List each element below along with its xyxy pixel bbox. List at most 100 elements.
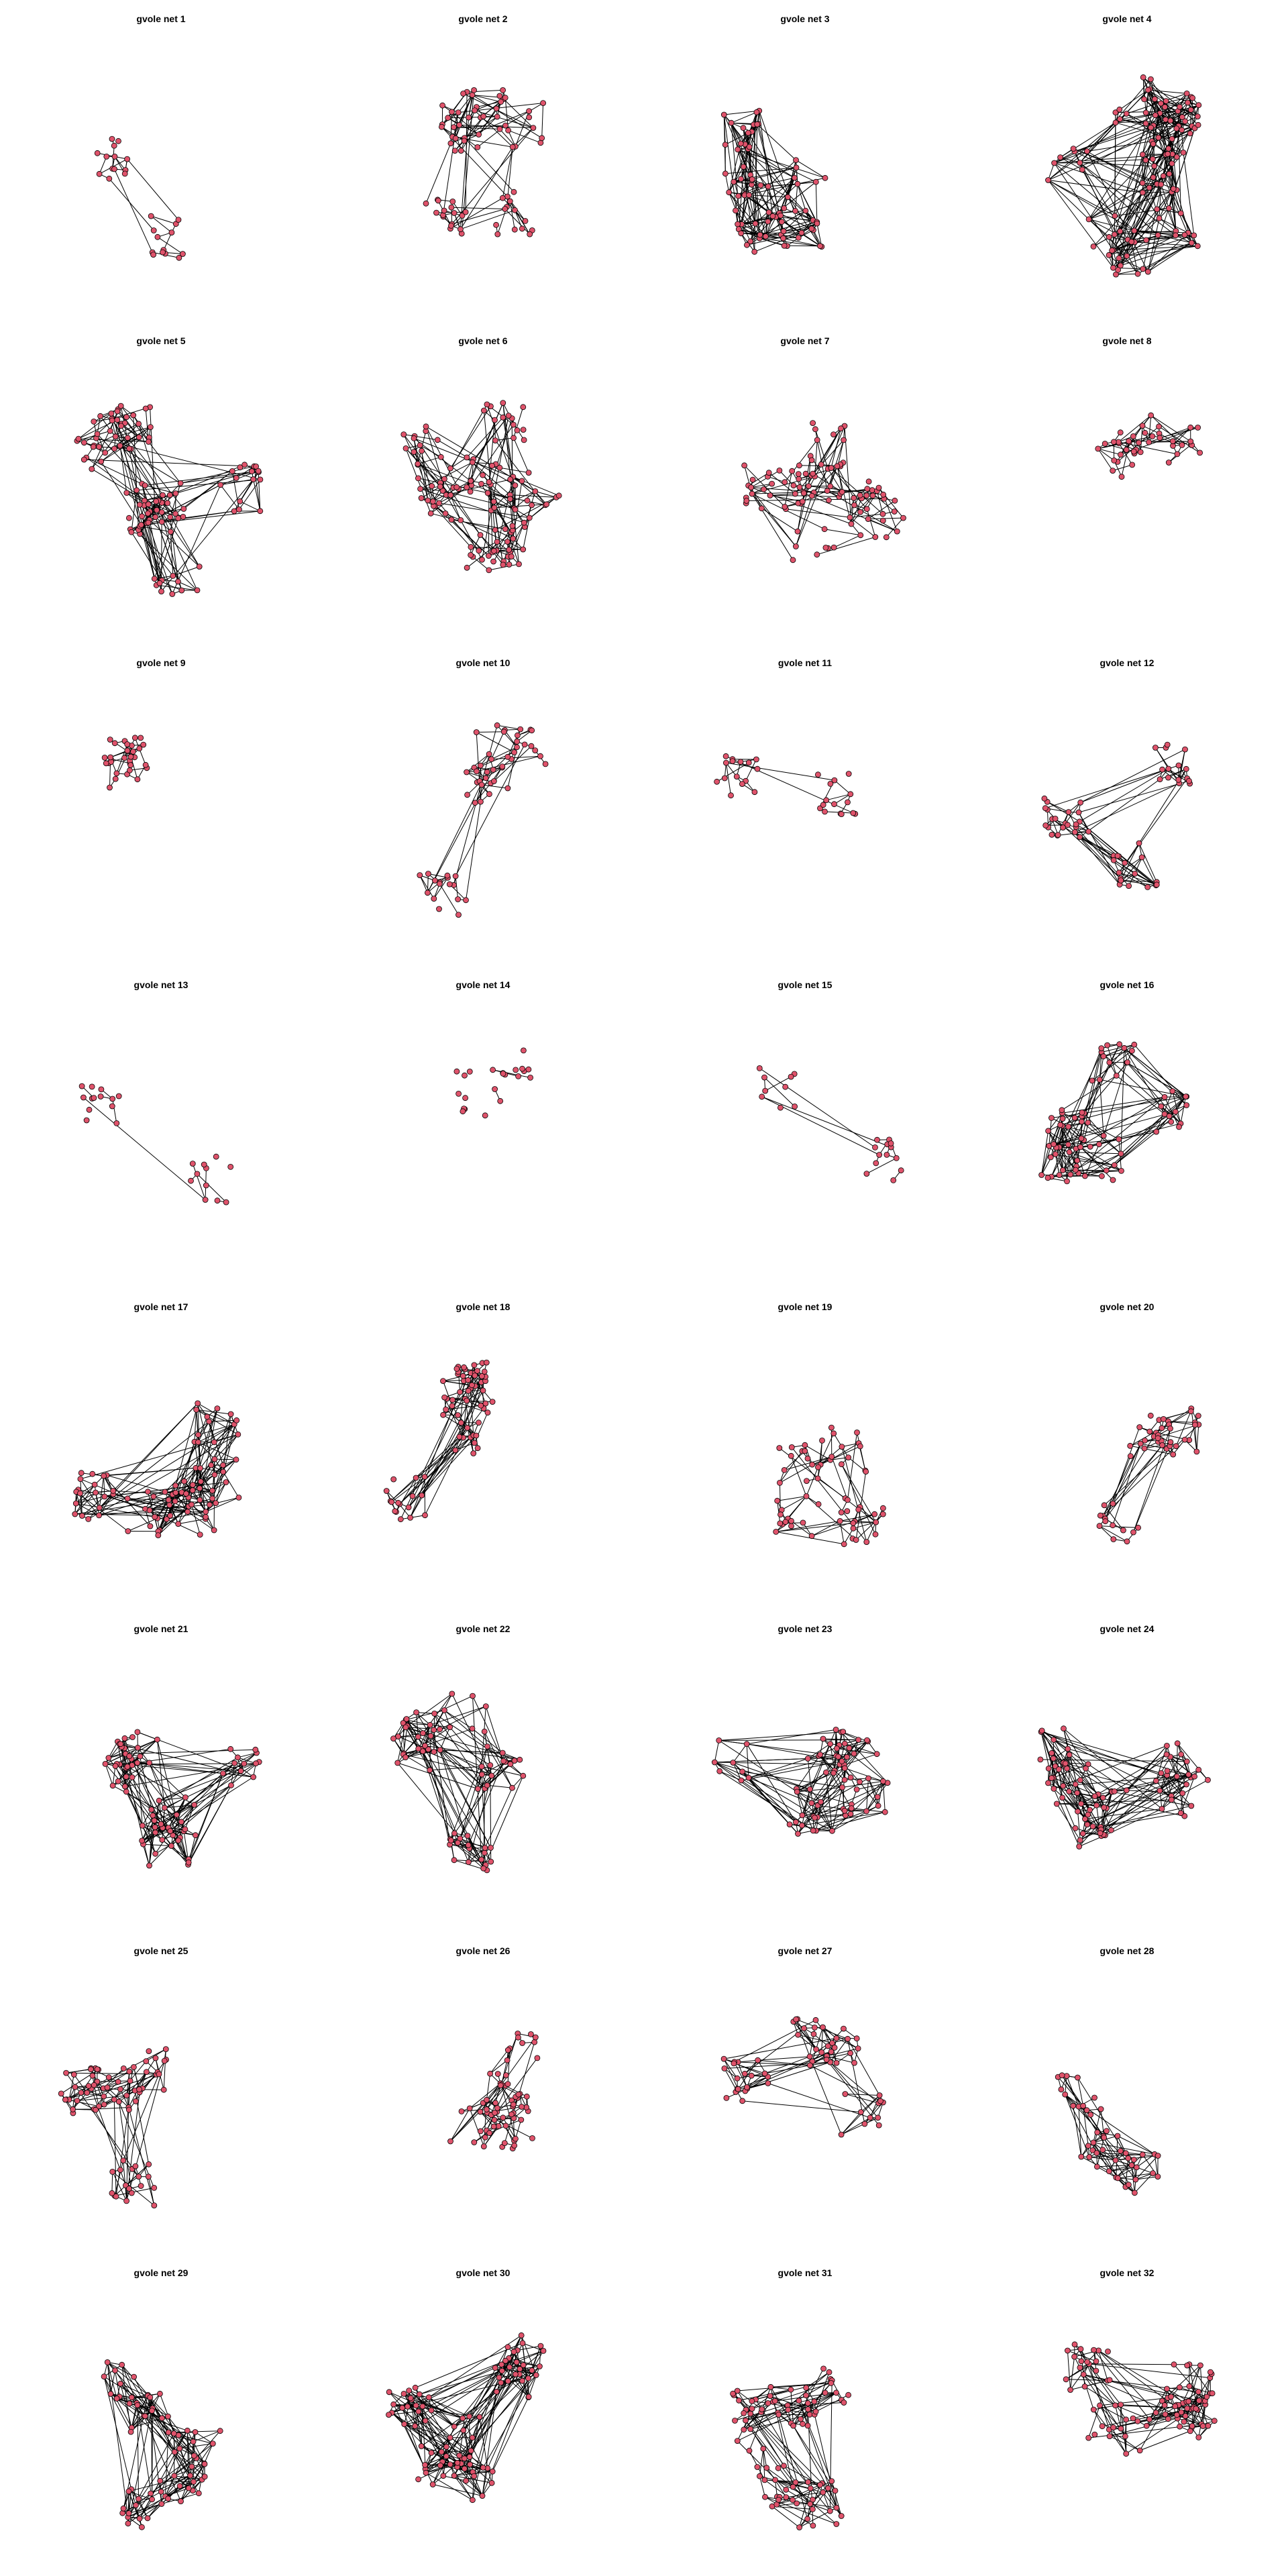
network-node	[1149, 156, 1156, 162]
network-plot	[101, 735, 150, 791]
network-edge	[170, 517, 178, 582]
network-edge	[837, 466, 855, 498]
network-node	[1129, 462, 1136, 468]
network-node	[1106, 233, 1112, 240]
network-node	[464, 769, 470, 775]
network-node	[124, 741, 131, 747]
network-node	[415, 1746, 422, 1752]
network-node	[407, 1514, 414, 1521]
network-edge	[830, 1442, 859, 1460]
network-edge	[851, 498, 862, 525]
network-edge	[742, 1771, 818, 1818]
network-edge	[466, 1400, 493, 1403]
node-group	[773, 1424, 886, 1548]
network-panel: gvole net 5	[0, 322, 322, 644]
network-node	[415, 475, 421, 482]
network-node	[166, 1502, 173, 1509]
network-edge	[1067, 1748, 1088, 1825]
network-node	[543, 501, 550, 508]
network-edge	[1053, 1788, 1080, 1847]
network-edge	[754, 124, 758, 252]
network-node	[1157, 776, 1163, 783]
network-edge	[170, 531, 174, 576]
network-node	[1195, 1766, 1202, 1773]
network-node	[1118, 877, 1124, 883]
network-edge	[1061, 1075, 1117, 1111]
panel-title: gvole net 21	[133, 1623, 189, 1634]
network-edge	[1051, 1048, 1102, 1177]
network-edge	[1053, 1739, 1112, 1792]
network-edge	[124, 1786, 156, 1854]
network-node	[804, 1455, 811, 1462]
network-node	[511, 1758, 518, 1764]
network-edge	[775, 1520, 841, 1532]
network-node	[1176, 1124, 1182, 1130]
network-node	[869, 487, 875, 494]
network-node	[115, 1778, 121, 1784]
network-node	[1122, 859, 1128, 866]
network-edge	[747, 148, 795, 178]
network-node	[449, 198, 456, 205]
network-node	[726, 189, 733, 196]
network-node	[227, 1746, 234, 1752]
network-edge	[1085, 1768, 1112, 1831]
network-node	[449, 1690, 455, 1697]
network-node	[1057, 1122, 1064, 1128]
network-node	[108, 410, 115, 417]
network-edge	[1163, 125, 1179, 176]
network-node	[502, 95, 508, 101]
network-node	[468, 478, 474, 484]
network-node	[477, 532, 484, 538]
network-edge	[1128, 235, 1176, 240]
network-edge	[784, 471, 793, 507]
network-node	[788, 1517, 794, 1524]
network-node	[466, 114, 472, 121]
network-edge	[820, 1801, 833, 1831]
network-node	[489, 462, 495, 469]
network-node	[126, 445, 133, 452]
network-node	[738, 176, 745, 182]
network-panel: gvole net 8	[966, 322, 1288, 644]
network-edge	[1079, 1780, 1097, 1806]
network-node	[1183, 1758, 1190, 1765]
network-edge	[484, 1787, 513, 1848]
network-node	[1062, 1760, 1069, 1767]
network-node	[436, 500, 442, 506]
network-edge	[1118, 872, 1157, 885]
network-node	[1180, 149, 1187, 156]
edge-group	[1048, 76, 1199, 275]
network-node	[716, 1768, 723, 1774]
network-edge	[482, 415, 509, 560]
network-node	[1157, 1787, 1163, 1794]
network-node	[1143, 237, 1150, 244]
network-node	[1165, 460, 1172, 466]
network-node	[185, 1859, 192, 1866]
network-edge	[855, 1513, 883, 1540]
network-node	[1132, 870, 1138, 877]
network-node	[80, 1094, 87, 1101]
network-edge	[784, 1450, 806, 1470]
network-node	[114, 408, 121, 415]
network-edge	[1103, 1784, 1187, 1835]
network-node	[417, 442, 423, 449]
network-node	[479, 556, 485, 563]
network-panel: gvole net 9	[0, 644, 322, 966]
network-node	[110, 1487, 117, 1494]
network-node	[1187, 424, 1194, 431]
network-node	[1042, 822, 1049, 828]
network-node	[1060, 824, 1066, 831]
network-node	[711, 1759, 718, 1766]
network-node	[1113, 1072, 1120, 1079]
network-edge	[779, 470, 794, 486]
network-node	[1106, 1059, 1113, 1066]
network-node	[879, 1511, 886, 1517]
network-edge	[1062, 1096, 1165, 1114]
network-node	[863, 1539, 870, 1546]
network-node	[170, 572, 176, 579]
network-edge	[472, 462, 511, 496]
network-edge	[393, 1723, 404, 1739]
network-node	[1195, 121, 1201, 128]
network-node	[156, 1797, 162, 1804]
network-node	[1130, 1529, 1136, 1536]
network-edge	[188, 1773, 223, 1860]
